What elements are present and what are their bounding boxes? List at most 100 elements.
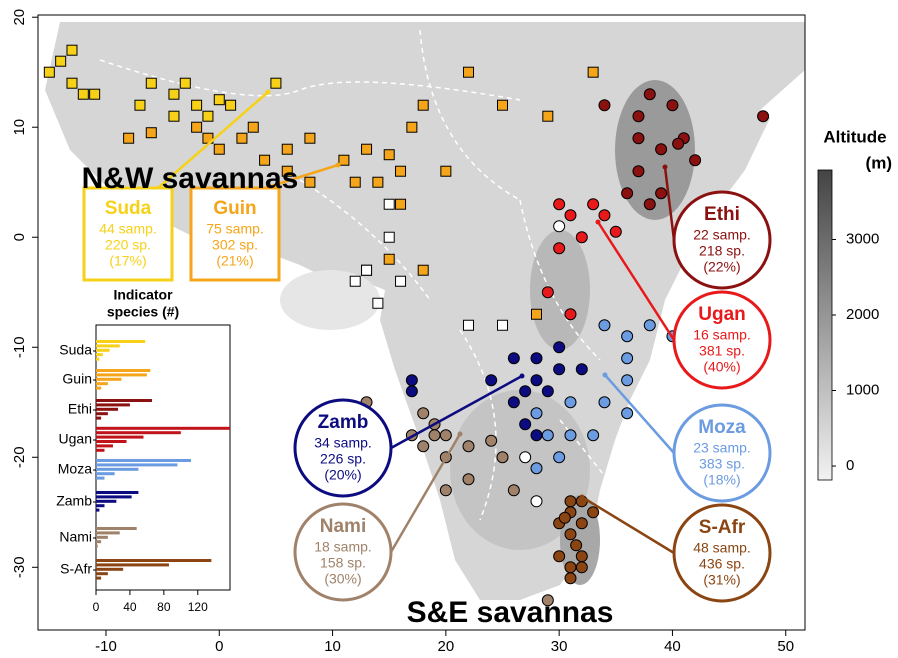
callout-leader — [663, 166, 676, 241]
sample-point — [462, 473, 475, 486]
y-tick-label: 0 — [11, 233, 28, 241]
colorbar-tick-label: 0 — [846, 457, 854, 474]
callout-target — [602, 372, 608, 378]
callout-stat: 44 samp. — [99, 221, 157, 237]
sample-point — [621, 352, 634, 365]
y-tick-label: -30 — [11, 556, 28, 578]
sample-point — [530, 462, 543, 475]
sample-point — [541, 286, 554, 299]
inset-bar — [96, 416, 102, 420]
callout-circle — [672, 503, 772, 603]
callout-stat: 75 samp. — [206, 221, 264, 237]
callout-circle — [672, 190, 772, 290]
callout-stat: (40%) — [703, 359, 740, 375]
sample-point — [558, 511, 571, 524]
sample-point — [570, 539, 583, 552]
inset-category-label: S-Afr — [60, 561, 92, 577]
inset-category-label: Suda — [59, 342, 92, 358]
sample-point — [507, 352, 520, 365]
sample-point — [417, 440, 430, 453]
sample-point — [519, 385, 532, 398]
callout-name: Ethi — [704, 204, 740, 225]
map-frame — [37, 14, 806, 631]
sample-point — [202, 110, 214, 122]
inset-bar — [96, 476, 105, 480]
inset-x-tick-label: 80 — [157, 600, 171, 614]
sample-point — [349, 275, 361, 287]
sample-point — [530, 407, 543, 420]
sample-point — [564, 429, 577, 442]
sample-point — [621, 374, 634, 387]
inset-bar — [96, 407, 119, 411]
inset-bar — [96, 472, 115, 476]
callout-leader — [264, 163, 339, 190]
x-tick-label: 20 — [438, 638, 455, 655]
callout-stat: (20%) — [324, 467, 361, 483]
sample-point — [530, 495, 543, 508]
inset-x-tick-label: 40 — [123, 600, 137, 614]
inset-bar — [96, 386, 102, 390]
sample-point — [417, 99, 429, 111]
callout-target — [662, 164, 668, 170]
sample-point — [553, 220, 566, 233]
sample-point — [519, 418, 532, 431]
inset-bar — [96, 353, 103, 357]
sample-point — [383, 231, 395, 243]
sample-point — [383, 253, 395, 265]
sample-point — [123, 132, 135, 144]
y-tick-label: 10 — [11, 119, 28, 136]
sample-point — [575, 550, 588, 563]
sample-point — [191, 121, 203, 133]
colorbar — [817, 169, 833, 481]
callout-stat: 218 sp. — [699, 243, 745, 259]
sample-point — [507, 396, 520, 409]
inset-category-label: Moza — [58, 461, 92, 477]
inset-bar — [96, 403, 130, 407]
callout-stat: 34 samp. — [314, 435, 372, 451]
sample-point — [361, 143, 373, 155]
sample-point — [541, 429, 554, 442]
callout-target — [519, 373, 525, 379]
sample-point — [553, 198, 566, 211]
callout-stat: 383 sp. — [699, 456, 745, 472]
sample-point — [598, 396, 611, 409]
inset-bar — [96, 567, 124, 571]
callout-stat: 23 samp. — [693, 440, 751, 456]
callout-stat: (22%) — [703, 259, 740, 275]
inset-bar — [96, 426, 230, 430]
inset-bar — [96, 499, 117, 503]
callout-circle — [293, 398, 393, 498]
sample-point — [643, 319, 656, 332]
sample-point — [281, 143, 293, 155]
sample-point — [463, 319, 475, 331]
callout-circle — [672, 290, 772, 390]
callout-name: Nami — [320, 516, 366, 537]
sample-point — [383, 149, 395, 161]
sample-point — [383, 198, 395, 210]
sample-point — [485, 374, 498, 387]
sample-point — [621, 187, 634, 200]
inset-x-tick-label: 120 — [188, 600, 208, 614]
sample-point — [372, 176, 384, 188]
x-tick-label: 40 — [664, 638, 681, 655]
sample-point — [247, 121, 259, 133]
y-tick-label: -20 — [11, 446, 28, 468]
sample-point — [643, 198, 656, 211]
sample-point — [55, 55, 67, 67]
callout-stat: 302 sp. — [212, 237, 258, 253]
callout-box — [189, 186, 281, 282]
callout-circle — [672, 403, 772, 503]
callout-circle — [293, 502, 393, 602]
inset-category-label: Zamb — [56, 493, 92, 509]
sample-point — [497, 319, 509, 331]
callout-leader — [157, 91, 269, 189]
sample-point — [542, 110, 554, 122]
sample-point — [462, 440, 475, 453]
sample-point — [564, 572, 577, 585]
sample-point — [655, 187, 668, 200]
sample-point — [587, 66, 599, 78]
colorbar-title: (m) — [866, 153, 892, 172]
inset-bar — [96, 527, 137, 530]
sample-point — [530, 352, 543, 365]
